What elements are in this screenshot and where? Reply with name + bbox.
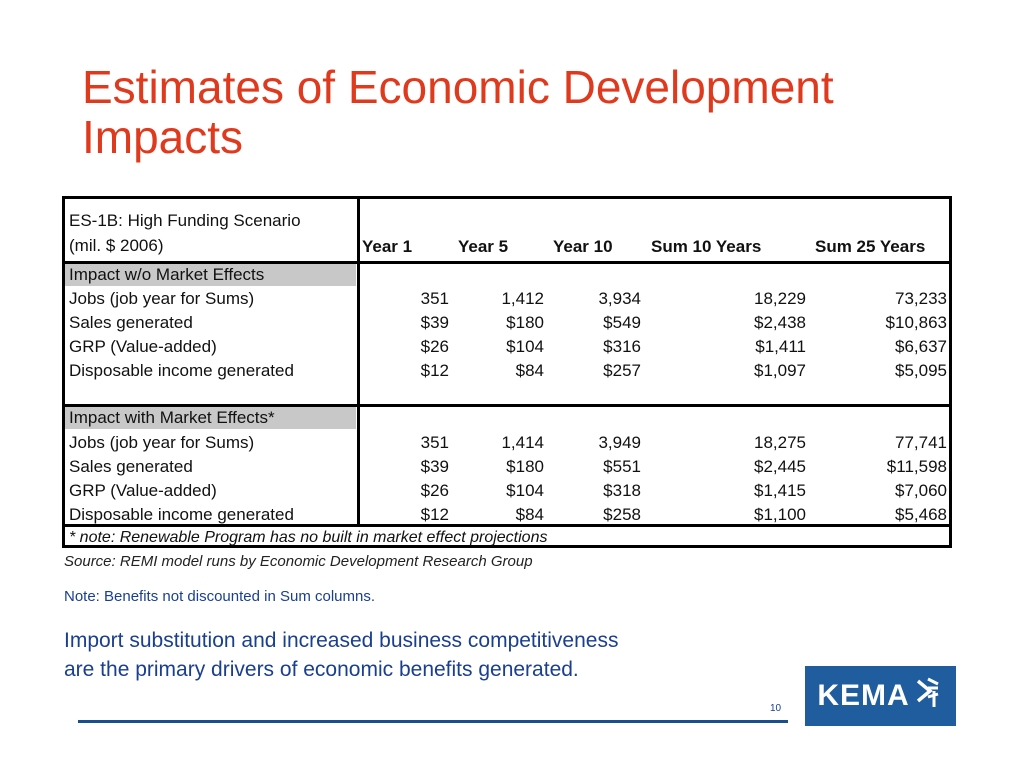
cell: $1,415 [754,481,806,500]
cell: $257 [603,361,641,380]
cell: 351 [420,289,449,308]
cell: $84 [515,505,544,524]
slide-title: Estimates of Economic Development Impact… [82,62,834,162]
section-divider [357,407,360,524]
cell: $5,095 [895,361,947,380]
col-header-sum10: Sum 10 Years [651,237,762,256]
discount-note: Note: Benefits not discounted in Sum col… [64,588,376,605]
cell: 77,741 [895,433,947,452]
col-header-year10: Year 10 [553,237,613,256]
section-rule [65,404,949,407]
row-label: GRP (Value-added) [69,481,217,500]
section-divider [357,264,360,404]
source-caption: Source: REMI model runs by Economic Deve… [64,553,533,570]
cell: 1,414 [501,433,544,452]
page-number: 10 [770,703,782,714]
section-shade [65,264,356,286]
cell: $104 [506,481,544,500]
cell: $549 [603,313,641,332]
col-header-year5: Year 5 [458,237,509,256]
cell: $1,100 [754,505,806,524]
section-header: Impact w/o Market Effects [69,265,265,284]
cell: $104 [506,337,544,356]
section-shade [65,407,356,429]
cell: $2,445 [754,457,806,476]
logo-text: KEMA [817,679,910,712]
cell: $180 [506,457,544,476]
kema-mark-icon [914,675,944,717]
row-label: Sales generated [69,313,193,332]
scenario-title: ES-1B: High Funding Scenario [69,211,301,230]
cell: $258 [603,505,641,524]
section-header: Impact with Market Effects* [69,408,275,427]
slide-title-line1: Estimates of Economic Development [82,61,834,113]
body-text-line2: are the primary drivers of economic bene… [64,658,579,681]
row-label: Jobs (job year for Sums) [69,289,255,308]
cell: $26 [420,337,449,356]
cell: $10,863 [885,313,947,332]
body-text: Import substitution and increased busine… [64,626,618,684]
row-label: Disposable income generated [69,505,294,524]
cell: 73,233 [895,289,947,308]
cell: $1,097 [754,361,806,380]
cell: 18,275 [754,433,806,452]
cell: 351 [420,433,449,452]
cell: $551 [603,457,641,476]
cell: $316 [603,337,641,356]
body-text-line1: Import substitution and increased busine… [64,629,619,652]
row-label: Disposable income generated [69,361,294,380]
cell: 1,412 [501,289,544,308]
header-divider [357,199,360,263]
cell: 3,949 [598,433,641,452]
table-footnote: * note: Renewable Program has no built i… [69,529,548,546]
cell: $12 [420,361,449,380]
footnote-rule [65,524,949,527]
cell: $1,411 [755,337,806,356]
cell: $2,438 [754,313,806,332]
row-label: Jobs (job year for Sums) [69,433,255,452]
cell: $6,637 [895,337,947,356]
col-header-year1: Year 1 [362,237,413,256]
slide-title-line2: Impacts [82,111,244,163]
cell: $318 [603,481,641,500]
cell: $11,598 [886,457,947,476]
row-label: GRP (Value-added) [69,337,217,356]
header-rule [65,261,949,264]
row-label: Sales generated [69,457,193,476]
cell: $12 [420,505,449,524]
scenario-units: (mil. $ 2006) [69,236,164,255]
cell: 18,229 [754,289,806,308]
cell: $5,468 [895,505,947,524]
col-header-sum25: Sum 25 Years [815,237,926,256]
cell: $39 [420,313,449,332]
cell: $39 [420,457,449,476]
cell: $84 [515,361,544,380]
impacts-table: ES-1B: High Funding Scenario (mil. $ 200… [62,196,952,548]
cell: $180 [506,313,544,332]
kema-logo: KEMA [805,666,956,726]
cell: $26 [420,481,449,500]
cell: $7,060 [895,481,947,500]
cell: 3,934 [598,289,641,308]
footer-rule [78,720,788,723]
